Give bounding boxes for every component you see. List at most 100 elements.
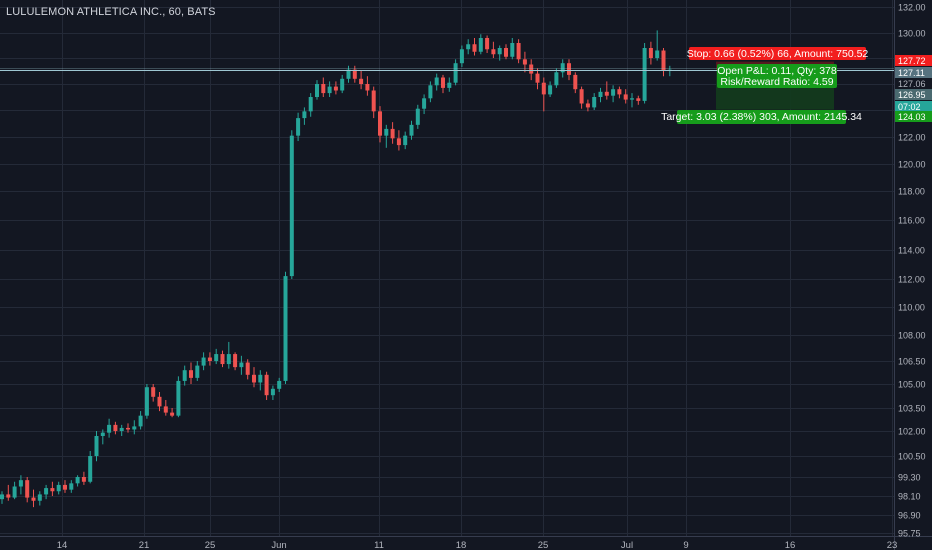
price-tick-label: 120.00: [898, 160, 926, 170]
candle-down: [246, 363, 250, 375]
candle-up: [309, 97, 313, 111]
candle-up: [195, 366, 199, 378]
candle-down: [6, 494, 10, 497]
candle-up: [422, 98, 426, 108]
candle-up: [38, 494, 42, 500]
candle-down: [233, 354, 237, 367]
candle-down: [542, 83, 546, 95]
candle-down: [32, 498, 36, 501]
candle-down: [517, 43, 521, 59]
candle-up: [466, 44, 470, 49]
time-tick-label: 9: [683, 540, 688, 550]
candle-down: [334, 87, 338, 91]
candle-up: [0, 494, 4, 499]
candle-down: [662, 51, 666, 72]
candle-down: [151, 387, 155, 397]
candle-up: [428, 85, 432, 98]
candle-down: [63, 485, 67, 490]
candle-down: [164, 406, 168, 412]
candle-up: [95, 436, 99, 456]
candle-up: [176, 381, 180, 416]
candle-up: [13, 487, 17, 498]
price-badge-entry-text: 127.06: [898, 79, 926, 89]
candle-down: [605, 92, 609, 96]
candle-down: [321, 84, 325, 93]
candle-down: [365, 84, 369, 91]
candle-down: [636, 98, 640, 101]
price-tick-label: 106.50: [898, 357, 926, 367]
candle-up: [183, 370, 187, 381]
price-tick-label: 132.00: [898, 3, 926, 13]
time-tick-label: Jul: [621, 540, 633, 550]
candle-up: [599, 92, 603, 97]
candle-down: [491, 49, 495, 54]
candle-down: [208, 358, 212, 361]
candle-down: [372, 91, 376, 112]
price-tick-label: 116.00: [898, 216, 925, 226]
candle-down: [391, 129, 395, 138]
price-tick-label: 96.90: [898, 511, 921, 521]
candle-up: [19, 480, 23, 486]
candle-down: [113, 425, 117, 431]
candle-down: [25, 480, 29, 497]
price-tick-label: 105.00: [898, 380, 926, 390]
candle-down: [536, 74, 540, 83]
candle-up: [132, 426, 136, 429]
price-tick-label: 102.00: [898, 427, 926, 437]
time-tick-label: Jun: [271, 540, 286, 550]
candle-up: [88, 456, 92, 482]
candle-down: [586, 104, 590, 108]
candle-up: [328, 87, 332, 94]
price-badge-target-text: 124.03: [898, 112, 926, 122]
candle-up: [548, 85, 552, 94]
candle-up: [227, 354, 231, 364]
price-badge-stop-text: 127.72: [898, 56, 926, 66]
candle-up: [202, 358, 206, 366]
candle-up: [214, 354, 218, 361]
candle-down: [397, 138, 401, 145]
candle-down: [485, 38, 489, 49]
candle-up: [340, 79, 344, 91]
candle-up: [403, 136, 407, 145]
candle-up: [139, 416, 143, 427]
candle-down: [617, 89, 621, 94]
candle-down: [252, 375, 256, 383]
price-tick-label: 112.00: [898, 275, 925, 285]
candle-down: [529, 65, 533, 74]
time-tick-label: 11: [374, 540, 384, 550]
candle-up: [57, 485, 61, 491]
candle-up: [592, 97, 596, 107]
price-badge-current-text: 127.11: [898, 68, 925, 78]
pnl-label-text: Risk/Reward Ratio: 4.59: [720, 76, 833, 88]
price-tick-label: 114.00: [898, 246, 925, 256]
time-tick-label: 14: [57, 540, 68, 550]
candle-up: [120, 428, 124, 431]
candle-down: [50, 488, 54, 491]
candle-up: [460, 49, 464, 63]
price-tick-label: 122.00: [898, 133, 926, 143]
candle-up: [101, 433, 105, 436]
time-tick-label: 23: [887, 540, 898, 550]
candle-up: [611, 89, 615, 96]
candle-up: [447, 83, 451, 88]
time-tick-label: 21: [139, 540, 150, 550]
price-tick-label: 98.10: [898, 492, 921, 502]
candle-up: [416, 109, 420, 125]
price-tick-label: 100.50: [898, 452, 926, 462]
candle-up: [302, 111, 306, 118]
candle-up: [239, 363, 243, 368]
price-tick-label: 95.75: [898, 529, 921, 539]
candle-up: [258, 375, 262, 383]
price-tick-label: 118.00: [898, 187, 925, 197]
candle-down: [158, 397, 162, 407]
candle-up: [643, 48, 647, 101]
candle-up: [145, 387, 149, 415]
candle-down: [265, 375, 269, 395]
candle-down: [523, 59, 527, 64]
candle-up: [384, 129, 388, 136]
candle-up: [498, 48, 502, 54]
price-tick-label: 110.00: [898, 303, 925, 313]
candle-up: [76, 477, 80, 483]
price-badge-countdown-text: 07:02: [898, 102, 921, 112]
